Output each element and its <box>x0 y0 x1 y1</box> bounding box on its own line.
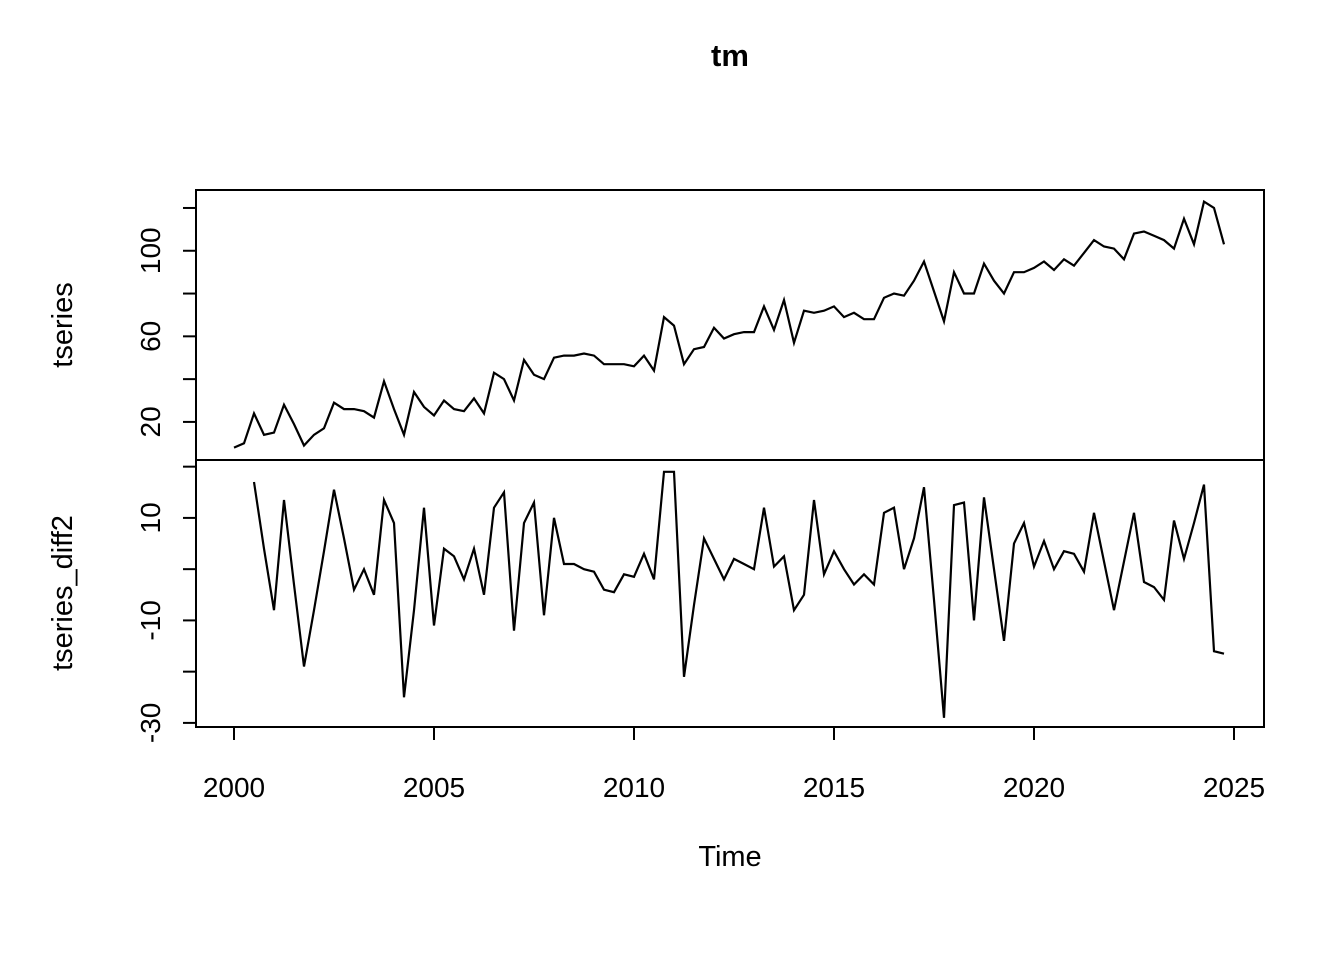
x-tick-label: 2005 <box>403 772 465 803</box>
panel-box-tseries <box>195 189 1265 461</box>
y-axis-label-tseries-diff2: tseries_diff2 <box>47 515 79 671</box>
y-tick-label: 60 <box>135 321 166 352</box>
series-line-tseries <box>233 199 1226 449</box>
y-tick-label: 10 <box>135 502 166 533</box>
y-axis-label-tseries: tseries <box>47 282 79 367</box>
x-tick-label: 2000 <box>203 772 265 803</box>
axis-tick-labels: 2000 2005 2010 2015 2020 2025 20 60 100 -30 -10 10 <box>135 227 1265 803</box>
axis-ticks <box>183 206 1235 740</box>
x-tick-label: 2015 <box>803 772 865 803</box>
x-tick-label: 2025 <box>1203 772 1265 803</box>
x-axis-label: Time <box>698 841 761 873</box>
x-tick-label: 2010 <box>603 772 665 803</box>
y-tick-label: 100 <box>135 227 166 274</box>
chart-title: tm <box>711 38 749 73</box>
y-tick-label: 20 <box>135 406 166 437</box>
series-line-tseries_diff2 <box>252 470 1225 718</box>
y-tick-label: -10 <box>135 600 166 640</box>
series-lines <box>233 199 1226 718</box>
y-tick-label: -30 <box>135 703 166 743</box>
x-tick-label: 2020 <box>1003 772 1065 803</box>
panel-box-tseries-diff2 <box>195 459 1265 728</box>
